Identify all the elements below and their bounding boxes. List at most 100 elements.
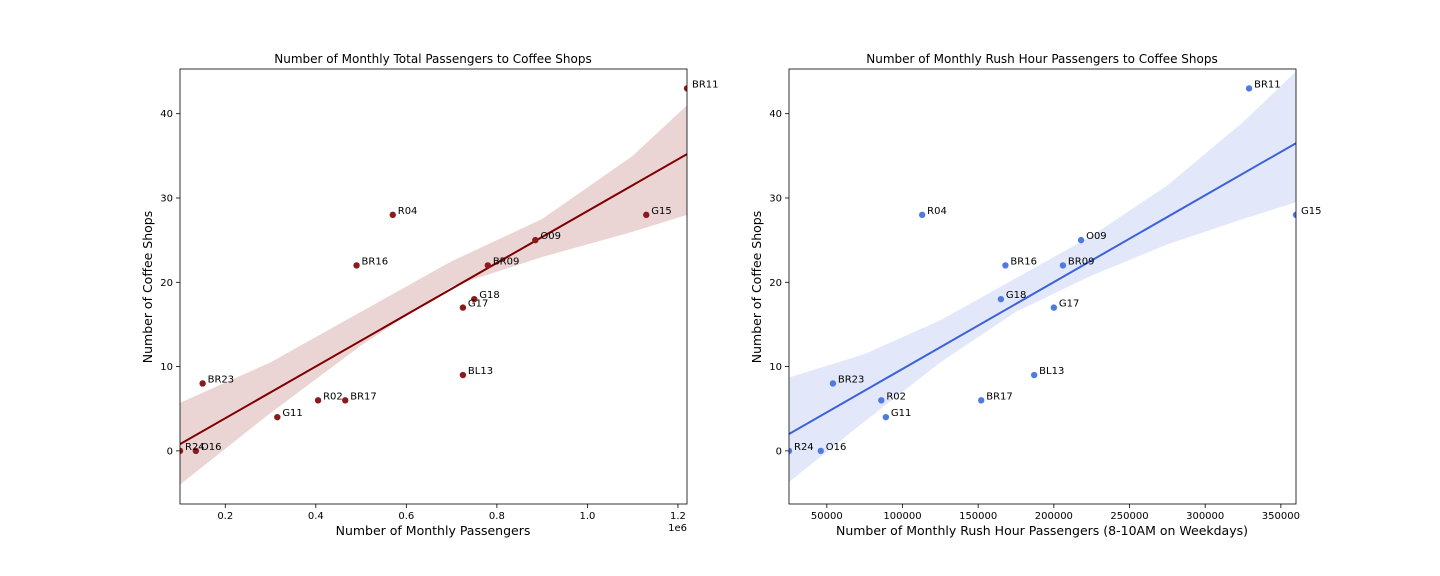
data-point-o09 <box>1077 236 1085 244</box>
x-tick-label: 1.2 <box>670 511 686 522</box>
data-point-g18 <box>471 295 478 303</box>
data-point-br17 <box>978 397 985 404</box>
y-tick-label: 20 <box>769 278 782 289</box>
x-tick-label: 0.8 <box>489 511 505 522</box>
x-tick-label: 250000 <box>1110 511 1148 522</box>
point-label-g11: G11 <box>282 408 302 419</box>
point-label-br17: BR17 <box>350 391 377 402</box>
data-point-bl13 <box>459 371 467 379</box>
data-point-r02 <box>314 397 322 404</box>
point-label-g15: G15 <box>651 206 671 217</box>
data-point-g17 <box>459 304 467 311</box>
data-point-g15 <box>643 211 650 219</box>
point-label-g18: G18 <box>479 290 499 301</box>
plot-frame <box>788 68 1297 505</box>
y-tick-label: 40 <box>769 109 782 120</box>
confidence-band <box>789 71 1296 483</box>
x-tick-label: 0.4 <box>308 511 324 522</box>
point-label-r02: R02 <box>323 391 343 402</box>
regression-line <box>180 153 687 446</box>
point-label-g17: G17 <box>468 299 488 310</box>
data-point-br09 <box>484 262 492 269</box>
data-point-g11 <box>882 413 890 421</box>
chart-title: Number of Monthly Rush Hour Passengers t… <box>866 52 1217 66</box>
point-label-r24: R24 <box>794 442 814 453</box>
point-label-br16: BR16 <box>1010 256 1037 267</box>
data-point-br17 <box>342 397 349 404</box>
plot-area <box>789 71 1296 483</box>
data-point-br16 <box>1002 262 1009 269</box>
x-axis-label: Number of Monthly Passengers <box>336 523 531 538</box>
confidence-band <box>180 105 687 485</box>
data-point-g17 <box>1050 304 1058 311</box>
chart-rush-hour-passengers: Number of Monthly Rush Hour Passengers t… <box>749 52 1321 538</box>
point-label-o09: O09 <box>540 231 561 242</box>
data-point-r04 <box>389 211 396 219</box>
x-tick-label: 100000 <box>883 511 921 522</box>
data-point-r24 <box>789 447 793 455</box>
y-tick-label: 10 <box>160 362 173 373</box>
x-tick-label: 50000 <box>811 511 843 522</box>
data-point-o16 <box>817 447 824 455</box>
data-point-g15 <box>1292 211 1296 219</box>
data-point-br23 <box>199 380 206 387</box>
point-label-bl13: BL13 <box>468 366 493 377</box>
point-label-br11: BR11 <box>692 79 719 90</box>
x-tick-label: 150000 <box>959 511 997 522</box>
point-label-g18: G18 <box>1006 290 1026 301</box>
y-tick-label: 10 <box>769 362 782 373</box>
x-tick-label: 0.6 <box>398 511 414 522</box>
point-label-r24: R24 <box>185 442 205 453</box>
data-point-br11 <box>1245 85 1253 92</box>
data-point-br23 <box>829 380 837 387</box>
x-tick-label: 1.0 <box>579 511 595 522</box>
point-label-r02: R02 <box>886 391 906 402</box>
data-point-bl13 <box>1030 371 1038 379</box>
data-point-g18 <box>997 295 1005 303</box>
point-label-g11: G11 <box>891 408 911 419</box>
y-tick-label: 30 <box>769 193 782 204</box>
data-point-o16 <box>192 447 200 455</box>
point-label-br23: BR23 <box>208 374 235 385</box>
point-label-br11: BR11 <box>1254 79 1281 90</box>
point-label-o16: O16 <box>826 442 847 453</box>
data-point-br16 <box>353 262 360 269</box>
y-axis-label: Number of Coffee Shops <box>140 211 155 364</box>
x-tick-label: 300000 <box>1186 511 1224 522</box>
chart-title: Number of Monthly Total Passengers to Co… <box>274 52 592 66</box>
point-label-br09: BR09 <box>1068 256 1095 267</box>
data-point-br09 <box>1059 262 1067 269</box>
point-label-br23: BR23 <box>838 374 865 385</box>
point-label-o09: O09 <box>1086 231 1107 242</box>
x-axis-offset-label: 1e6 <box>668 523 687 534</box>
y-tick-label: 0 <box>776 446 782 457</box>
y-tick-label: 20 <box>160 278 173 289</box>
data-point-r04 <box>918 211 926 219</box>
y-tick-label: 40 <box>160 109 173 120</box>
point-label-r04: R04 <box>398 206 418 217</box>
data-point-g11 <box>274 413 281 421</box>
data-point-br11 <box>683 85 687 92</box>
point-label-o16: O16 <box>201 442 222 453</box>
data-point-r24 <box>180 447 184 455</box>
x-tick-label: 0.2 <box>217 511 233 522</box>
point-label-g15: G15 <box>1301 206 1321 217</box>
plot-area <box>180 85 687 485</box>
data-point-r02 <box>878 397 885 404</box>
y-axis-label: Number of Coffee Shops <box>749 211 764 364</box>
regression-line <box>789 142 1296 435</box>
plot-frame <box>179 68 688 505</box>
x-tick-label: 200000 <box>1035 511 1073 522</box>
point-label-r04: R04 <box>927 206 947 217</box>
y-tick-label: 0 <box>167 446 173 457</box>
data-point-o09 <box>532 236 539 244</box>
y-tick-label: 30 <box>160 193 173 204</box>
point-label-br09: BR09 <box>493 256 520 267</box>
x-tick-label: 350000 <box>1262 511 1300 522</box>
x-axis-label: Number of Monthly Rush Hour Passengers (… <box>836 523 1248 538</box>
point-label-br17: BR17 <box>986 391 1013 402</box>
point-label-g17: G17 <box>1059 299 1079 310</box>
chart-total-passengers: Number of Monthly Total Passengers to Co… <box>140 52 719 538</box>
point-label-br16: BR16 <box>362 256 389 267</box>
